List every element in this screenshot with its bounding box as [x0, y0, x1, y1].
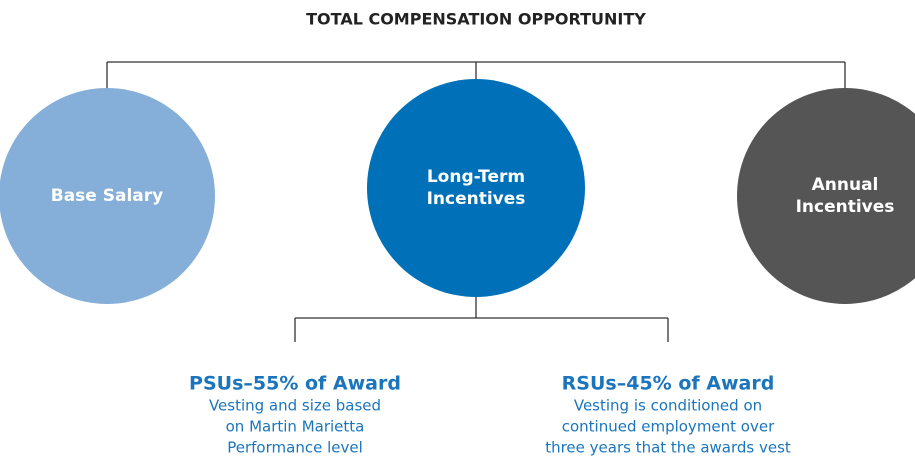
- node-label: Incentives: [796, 197, 895, 217]
- sub-title: PSUs–55% of Award: [189, 373, 401, 395]
- connectors: [106, 61, 846, 342]
- node-label: Annual: [812, 175, 879, 195]
- node-label: Base Salary: [51, 186, 163, 206]
- node-label: Incentives: [427, 189, 526, 209]
- sub-title: RSUs–45% of Award: [562, 373, 775, 395]
- sub-description: three years that the awards vest: [545, 439, 791, 457]
- title: TOTAL COMPENSATION OPPORTUNITY: [306, 10, 646, 29]
- node-circle: [737, 88, 915, 304]
- node-circle: [0, 88, 215, 304]
- node-label: Long-Term: [427, 167, 525, 187]
- sub-description: Performance level: [227, 439, 363, 457]
- node-circle: [367, 79, 585, 297]
- sub-description: Vesting and size based: [209, 397, 381, 415]
- sub-description: on Martin Marietta: [226, 418, 365, 436]
- sub-description: Vesting is conditioned on: [574, 397, 762, 415]
- sub-description: continued employment over: [562, 418, 775, 436]
